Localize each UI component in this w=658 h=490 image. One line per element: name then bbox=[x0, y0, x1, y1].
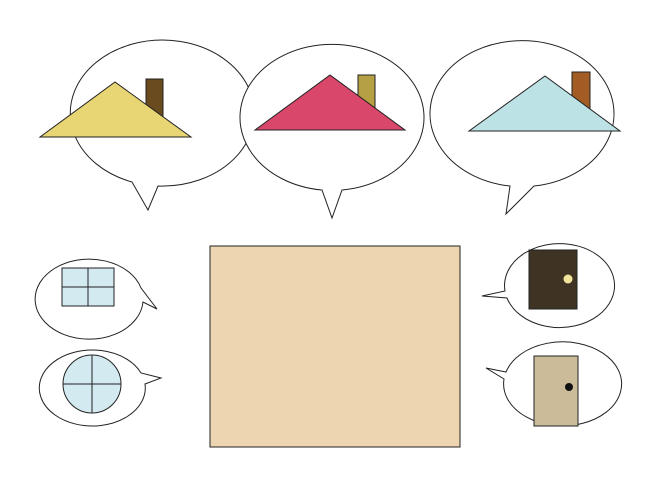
roof-option-blue[interactable] bbox=[429, 40, 622, 216]
door-shape bbox=[533, 355, 579, 427]
window-option-round[interactable] bbox=[38, 349, 163, 427]
roof-shape bbox=[467, 75, 622, 132]
roof-option-yellow[interactable] bbox=[38, 39, 255, 212]
roof-option-bubble bbox=[239, 43, 425, 220]
roof-shape bbox=[253, 74, 407, 131]
window-option-square[interactable] bbox=[34, 258, 158, 340]
door-option-beige[interactable] bbox=[485, 341, 623, 427]
door-knob bbox=[565, 383, 573, 391]
house-wall[interactable] bbox=[209, 245, 461, 448]
roof-shape bbox=[38, 81, 193, 138]
roof-option-red[interactable] bbox=[239, 43, 425, 220]
door-option-dark[interactable] bbox=[481, 243, 615, 329]
door-knob bbox=[563, 274, 573, 284]
